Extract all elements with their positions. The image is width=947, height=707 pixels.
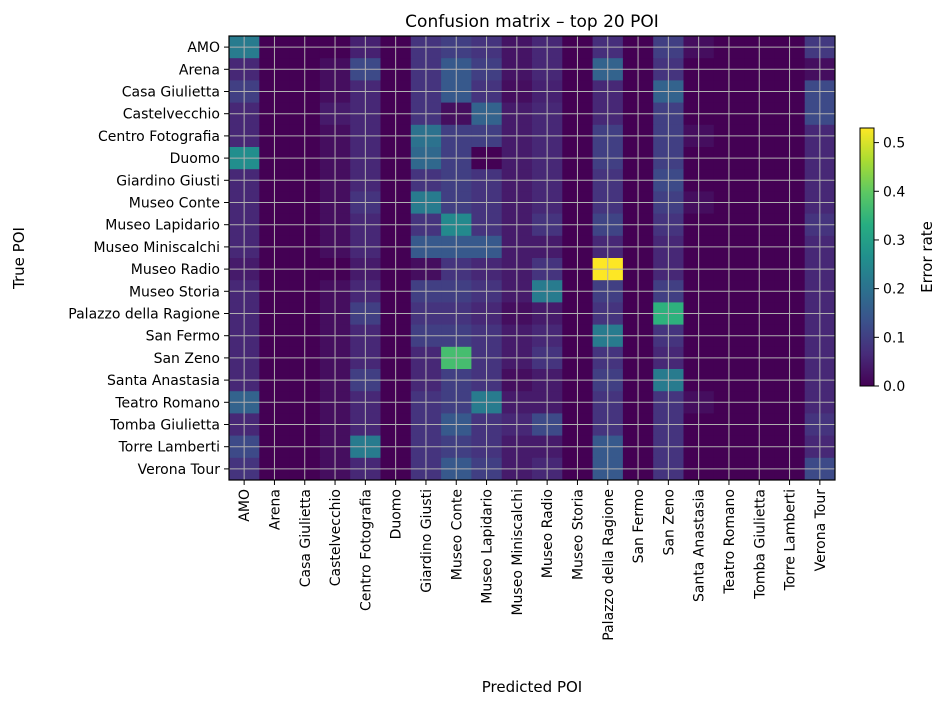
y-tick-label: Museo Lapidario (105, 218, 220, 234)
colorbar-tick-label: 0.2 (883, 282, 905, 298)
x-tick-label: San Fermo (631, 489, 647, 563)
y-tick-label: Tomba Giulietta (109, 418, 220, 434)
y-tick-label: Verona Tour (138, 462, 221, 478)
colorbar-tick-label: 0.0 (883, 379, 905, 395)
y-tick-label: AMO (187, 40, 220, 56)
colorbar-ticks: 0.0 0.1 0.2 0.3 0.4 0.5 (874, 136, 905, 395)
x-tick-label: Teatro Romano (722, 489, 738, 595)
x-tick-label: Palazzo della Ragione (601, 489, 617, 641)
x-tick-label: Museo Conte (449, 489, 465, 580)
colorbar-label: Error rate (918, 221, 936, 293)
x-tick-label: Torre Lamberti (783, 489, 799, 591)
y-axis-ticks: AMO Arena Casa Giulietta Castelvecchio Centr… (68, 40, 229, 478)
heatmap-cells (229, 36, 836, 481)
x-tick-label: Casa Giulietta (298, 489, 314, 587)
x-tick-label: Arena (267, 489, 283, 530)
x-tick-label: Museo Radio (540, 489, 556, 578)
y-tick-label: Museo Radio (131, 262, 220, 278)
y-tick-label: Museo Storia (129, 284, 220, 300)
y-tick-label: Santa Anastasia (107, 373, 220, 389)
colorbar-tick-label: 0.4 (883, 184, 905, 200)
x-tick-label: San Zeno (661, 489, 677, 555)
x-tick-label: Duomo (389, 489, 405, 539)
y-tick-label: San Fermo (146, 329, 220, 345)
x-tick-label: Museo Miniscalchi (510, 489, 526, 616)
x-tick-label: Verona Tour (813, 489, 829, 572)
y-tick-label: San Zeno (154, 351, 220, 367)
x-tick-label: Castelvecchio (328, 489, 344, 586)
x-axis-ticks: AMO Arena Casa Giulietta Castelvecchio Centr… (237, 480, 829, 641)
y-tick-label: Torre Lamberti (118, 440, 220, 456)
chart-title: Confusion matrix – top 20 POI (405, 12, 659, 32)
colorbar-tick-label: 0.1 (883, 330, 905, 346)
grid-lines (229, 36, 835, 480)
x-tick-label: Museo Lapidario (480, 489, 496, 604)
x-axis-label: Predicted POI (482, 678, 582, 696)
y-tick-label: Centro Fotografia (98, 129, 220, 145)
colorbar-tick-label: 0.3 (883, 233, 905, 249)
y-tick-label: Castelvecchio (123, 107, 220, 123)
colorbar-gradient (859, 127, 875, 387)
y-tick-label: Museo Miniscalchi (93, 240, 220, 256)
y-axis-label: True POI (10, 227, 28, 290)
x-tick-label: Giardino Giusti (419, 489, 435, 593)
plot-frame (228, 35, 836, 481)
x-tick-label: Centro Fotografia (358, 489, 374, 611)
x-tick-label: Santa Anastasia (692, 489, 708, 602)
colorbar-tick-label: 0.5 (883, 136, 905, 152)
y-tick-label: Museo Conte (129, 196, 220, 212)
y-tick-label: Casa Giulietta (122, 85, 220, 101)
y-tick-label: Palazzo della Ragione (68, 307, 220, 323)
x-tick-label: AMO (237, 489, 253, 522)
x-tick-label: Tomba Giulietta (752, 489, 768, 600)
y-tick-label: Duomo (170, 151, 220, 167)
colorbar: 0.0 0.1 0.2 0.3 0.4 0.5 Error rate (859, 127, 936, 395)
y-tick-label: Teatro Romano (114, 395, 220, 411)
y-tick-label: Giardino Giusti (116, 173, 220, 189)
x-tick-label: Museo Storia (570, 489, 586, 580)
y-tick-label: Arena (179, 62, 220, 78)
